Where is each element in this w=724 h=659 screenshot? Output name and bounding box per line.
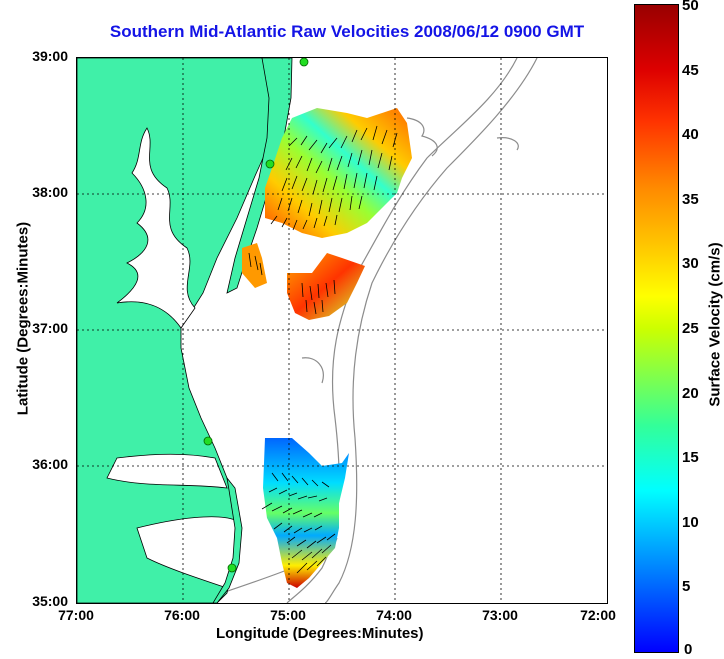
radar-station xyxy=(203,436,213,446)
radar-stations xyxy=(203,58,309,573)
x-tick-label: 72:00 xyxy=(580,607,616,623)
map-canvas xyxy=(77,58,607,603)
graticule xyxy=(77,58,607,603)
map-plot-area xyxy=(76,57,608,604)
x-tick-label: 75:00 xyxy=(270,607,306,623)
colorbar-tick: 0 xyxy=(684,641,693,658)
current-vectors xyxy=(248,125,398,574)
x-tick-label: 76:00 xyxy=(164,607,200,623)
land-delmarva xyxy=(226,58,293,294)
colorbar xyxy=(634,4,679,653)
x-tick-label: 73:00 xyxy=(482,607,518,623)
colorbar-tick: 50 xyxy=(682,0,699,14)
colorbar-tick: 30 xyxy=(682,255,699,272)
velocity-field-mid xyxy=(287,253,365,320)
y-tick-label: 35:00 xyxy=(32,593,68,609)
y-tick-label: 38:00 xyxy=(32,184,68,200)
y-tick-label: 39:00 xyxy=(32,48,68,64)
albemarle-sound xyxy=(106,453,228,489)
radar-station xyxy=(227,563,237,573)
radar-station xyxy=(265,159,275,169)
colorbar-tick: 5 xyxy=(682,578,691,595)
colorbar-tick: 45 xyxy=(682,62,699,79)
outer-banks xyxy=(212,476,243,603)
colorbar-tick: 10 xyxy=(682,514,699,531)
colorbar-label: Surface Velocity (cm/s) xyxy=(706,242,724,407)
velocity-field-south xyxy=(263,438,349,588)
land-masses xyxy=(77,58,293,603)
velocity-field-north xyxy=(265,108,412,238)
y-axis-label: Latitude (Degrees:Minutes) xyxy=(14,221,32,416)
y-tick-label: 37:00 xyxy=(32,320,68,336)
colorbar-tick: 35 xyxy=(682,191,699,208)
colorbar-tick: 25 xyxy=(682,320,699,337)
colorbar-tick: 20 xyxy=(682,385,699,402)
colorbar-tick: 15 xyxy=(682,449,699,466)
x-tick-label: 74:00 xyxy=(376,607,412,623)
chesapeake-bay xyxy=(116,127,196,329)
velocity-field-mid-west xyxy=(242,243,267,288)
colorbar-tick: 40 xyxy=(682,126,699,143)
radar-station xyxy=(299,58,309,67)
y-tick-label: 36:00 xyxy=(32,456,68,472)
x-axis-label: Longitude (Degrees:Minutes) xyxy=(216,625,424,642)
map-title: Southern Mid-Atlantic Raw Velocities 200… xyxy=(109,22,585,41)
x-tick-label: 77:00 xyxy=(58,607,94,623)
